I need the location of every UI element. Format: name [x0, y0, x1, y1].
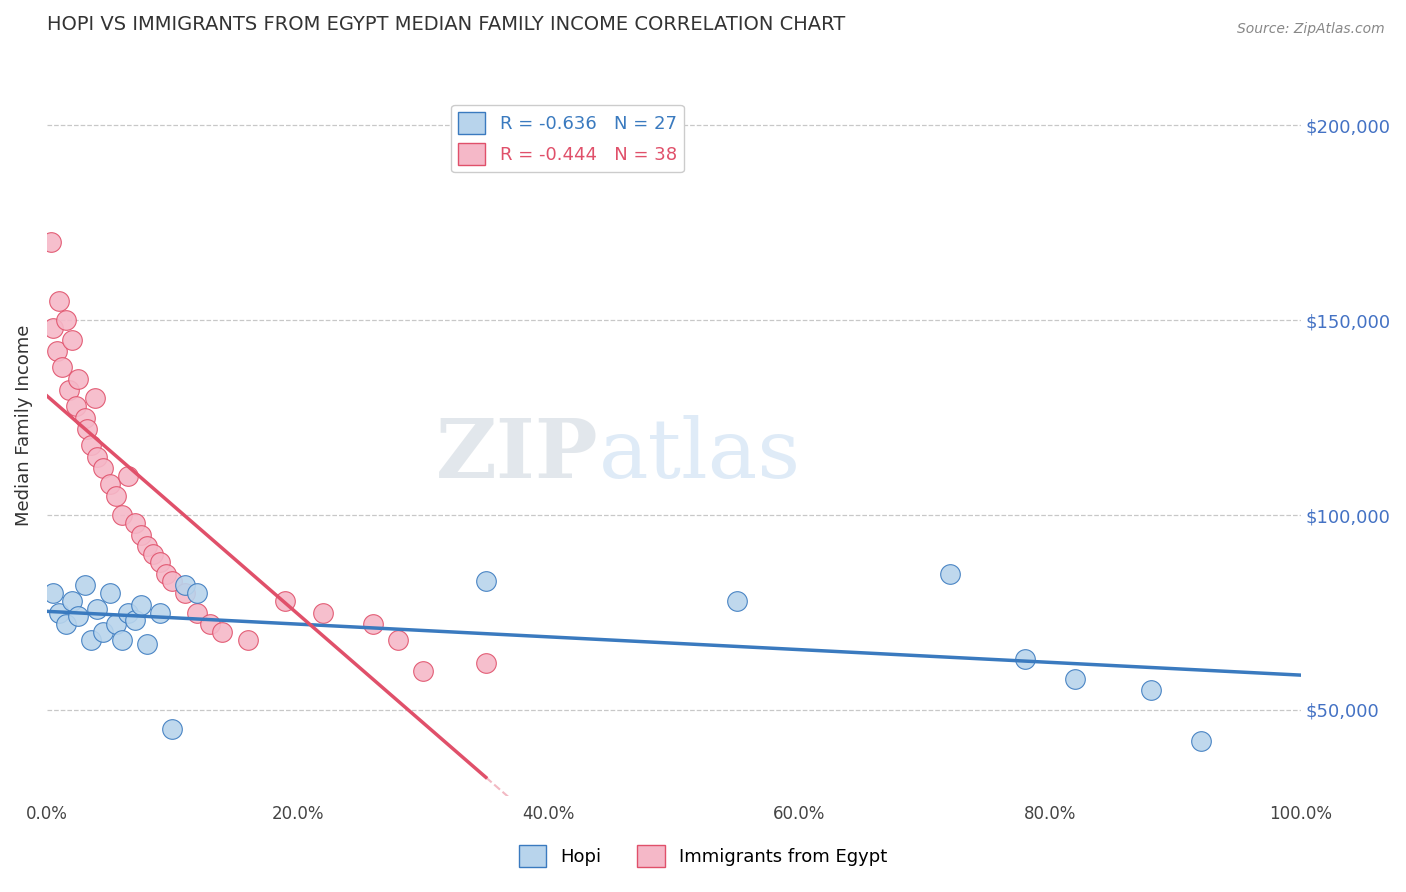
Point: [60, 333, 83, 347]
Point: [98, 586, 121, 600]
Point: [83, 391, 105, 405]
Point: [312, 606, 335, 620]
Point: [58, 384, 80, 398]
Point: [236, 632, 259, 647]
Point: [86, 450, 108, 464]
Point: [39, 235, 62, 249]
Point: [149, 555, 172, 569]
Text: Source: ZipAtlas.com: Source: ZipAtlas.com: [1237, 22, 1385, 37]
Point: [136, 539, 159, 553]
Point: [117, 469, 139, 483]
Point: [475, 574, 498, 589]
Point: [173, 586, 195, 600]
Point: [51, 359, 73, 374]
Legend: R = -0.636   N = 27, R = -0.444   N = 38: R = -0.636 N = 27, R = -0.444 N = 38: [451, 104, 685, 172]
Point: [48, 606, 70, 620]
Point: [80, 632, 103, 647]
Point: [129, 598, 152, 612]
Point: [65, 399, 87, 413]
Point: [104, 489, 127, 503]
Point: [361, 617, 384, 632]
Point: [939, 566, 962, 581]
Point: [173, 578, 195, 592]
Point: [42, 321, 65, 335]
Point: [1064, 672, 1087, 686]
Point: [162, 574, 184, 589]
Point: [725, 594, 748, 608]
Point: [475, 656, 498, 670]
Point: [136, 637, 159, 651]
Text: ZIP: ZIP: [436, 415, 599, 495]
Legend: Hopi, Immigrants from Egypt: Hopi, Immigrants from Egypt: [512, 838, 894, 874]
Point: [387, 632, 409, 647]
Y-axis label: Median Family Income: Median Family Income: [15, 325, 32, 526]
Point: [1139, 683, 1161, 698]
Point: [55, 617, 77, 632]
Point: [73, 578, 96, 592]
Point: [98, 476, 121, 491]
Point: [111, 632, 134, 647]
Point: [111, 508, 134, 522]
Point: [60, 594, 83, 608]
Point: [162, 723, 184, 737]
Point: [91, 461, 114, 475]
Point: [73, 410, 96, 425]
Point: [211, 625, 233, 640]
Point: [124, 613, 146, 627]
Point: [45, 344, 67, 359]
Point: [117, 606, 139, 620]
Point: [104, 617, 127, 632]
Point: [186, 606, 208, 620]
Point: [91, 625, 114, 640]
Point: [124, 516, 146, 530]
Text: atlas: atlas: [599, 415, 801, 495]
Point: [67, 609, 90, 624]
Point: [186, 586, 208, 600]
Point: [55, 313, 77, 327]
Point: [1189, 734, 1212, 748]
Point: [129, 527, 152, 541]
Point: [76, 422, 98, 436]
Point: [80, 438, 103, 452]
Point: [198, 617, 221, 632]
Text: HOPI VS IMMIGRANTS FROM EGYPT MEDIAN FAMILY INCOME CORRELATION CHART: HOPI VS IMMIGRANTS FROM EGYPT MEDIAN FAM…: [46, 15, 845, 34]
Point: [149, 606, 172, 620]
Point: [142, 547, 165, 561]
Point: [274, 594, 297, 608]
Point: [48, 293, 70, 308]
Point: [86, 601, 108, 615]
Point: [42, 586, 65, 600]
Point: [412, 664, 434, 678]
Point: [155, 566, 177, 581]
Point: [1014, 652, 1036, 666]
Point: [67, 371, 90, 385]
